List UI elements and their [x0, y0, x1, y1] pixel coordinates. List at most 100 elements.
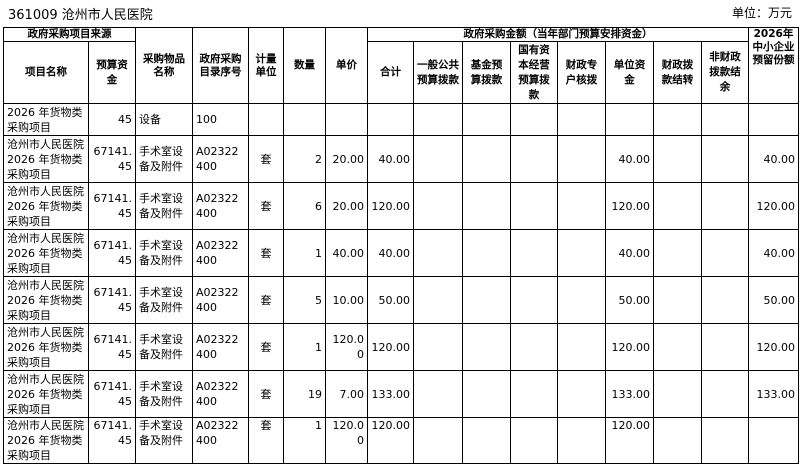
table-row: 沧州市人民医院2026 年货物类采购项目 67141.45 手术室设备及附件 A023…	[3, 370, 799, 418]
table-cell	[413, 323, 463, 371]
table-cell: 20.00	[325, 135, 368, 183]
table-cell	[413, 182, 463, 230]
table-cell	[413, 135, 463, 183]
col-header: 非财政拨款结余	[701, 41, 749, 104]
table-cell: A02322400	[192, 323, 249, 371]
table-cell	[605, 103, 654, 136]
table-cell	[557, 229, 606, 277]
table-row: 沧州市人民医院2026 年货物类采购项目 67141.45 手术室设备及附件 A023…	[3, 182, 799, 230]
table-cell	[510, 276, 558, 324]
header-group-amount: 政府采购金额（当年部门预算安排资金）	[367, 27, 749, 42]
table-cell: 133.00	[605, 370, 654, 418]
table-cell: 120.00	[367, 323, 414, 371]
table-cell: 40.00	[367, 229, 414, 277]
table-cell: 120.00	[748, 182, 799, 230]
table-row: 沧州市人民医院2026 年货物类采购项目 67141.45 手术室设备及附件 A023…	[3, 323, 799, 371]
table-cell	[462, 417, 511, 464]
table-cell: 沧州市人民医院2026 年货物类采购项目	[3, 417, 89, 464]
table-cell	[653, 323, 702, 371]
col-header: 预算资金	[88, 41, 136, 104]
table-cell: 设备	[135, 103, 193, 136]
table-cell	[653, 103, 702, 136]
table-cell: 67141.45	[88, 229, 136, 277]
table-cell	[413, 103, 463, 136]
table-cell: 40.00	[325, 229, 368, 277]
table-cell	[248, 103, 284, 136]
table-cell	[701, 323, 749, 371]
table-cell	[653, 135, 702, 183]
table-cell	[510, 103, 558, 136]
table-cell: 手术室设备及附件	[135, 229, 193, 277]
table-cell: 45	[88, 103, 136, 136]
table-cell	[653, 276, 702, 324]
table-row: 沧州市人民医院2026 年货物类采购项目 67141.45 手术室设备及附件 A023…	[3, 229, 799, 277]
table-cell	[413, 229, 463, 277]
table-cell: 手术室设备及附件	[135, 276, 193, 324]
table-cell: A02322400	[192, 182, 249, 230]
table-cell	[701, 370, 749, 418]
table-cell: 40.00	[748, 229, 799, 277]
table-cell: 120.00	[605, 417, 654, 464]
table-cell: 套	[248, 276, 284, 324]
table-cell: 1	[283, 323, 326, 371]
table-cell	[510, 417, 558, 464]
table-cell: 120.00	[325, 417, 368, 464]
table-cell: 133.00	[748, 370, 799, 418]
table-cell: 67141.45	[88, 370, 136, 418]
table-cell: 套	[248, 229, 284, 277]
table-cell	[748, 417, 799, 464]
table-cell: 50.00	[748, 276, 799, 324]
table-cell: 133.00	[367, 370, 414, 418]
table-row: 沧州市人民医院2026 年货物类采购项目 67141.45 手术室设备及附件 A023…	[3, 135, 799, 183]
table-cell: 套	[248, 323, 284, 371]
table-cell: 120.00	[605, 182, 654, 230]
table-cell: 67141.45	[88, 135, 136, 183]
table-cell	[413, 276, 463, 324]
col-header: 项目名称	[3, 41, 89, 104]
table-cell: 120.00	[748, 323, 799, 371]
table-cell: 套	[248, 182, 284, 230]
table-row: 沧州市人民医院2026 年货物类采购项目 67141.45 手术室设备及附件 A023…	[3, 417, 799, 464]
table-cell	[462, 103, 511, 136]
table-cell: 套	[248, 135, 284, 183]
table-cell: 19	[283, 370, 326, 418]
table-cell	[462, 135, 511, 183]
col-header: 政府采购目录序号	[192, 27, 249, 104]
procurement-table: 政府采购项目来源 采购物品名称 政府采购目录序号 计量单位 数量 单价 政府采购…	[3, 27, 799, 464]
table-cell: 2	[283, 135, 326, 183]
col-header: 2026年中小企业预留份额	[748, 27, 799, 104]
table-cell	[701, 135, 749, 183]
col-header: 数量	[283, 27, 326, 104]
table-cell: 120.00	[325, 323, 368, 371]
table-cell	[557, 370, 606, 418]
table-cell: 沧州市人民医院2026 年货物类采购项目	[3, 135, 89, 183]
col-header: 计量单位	[248, 27, 284, 104]
table-cell	[413, 417, 463, 464]
table-cell	[653, 370, 702, 418]
table-cell: 120.00	[605, 323, 654, 371]
col-header: 单位资金	[605, 41, 654, 104]
table-row: 沧州市人民医院2026 年货物类采购项目 67141.45 手术室设备及附件 A023…	[3, 276, 799, 324]
table-cell	[557, 135, 606, 183]
table-cell	[283, 103, 326, 136]
table-cell	[557, 103, 606, 136]
table-cell: 6	[283, 182, 326, 230]
table-cell: A02322400	[192, 229, 249, 277]
table-cell: 手术室设备及附件	[135, 182, 193, 230]
table-cell: 20.00	[325, 182, 368, 230]
col-header: 采购物品名称	[135, 27, 193, 104]
table-cell	[462, 229, 511, 277]
table-cell: 手术室设备及附件	[135, 370, 193, 418]
table-cell: 沧州市人民医院2026 年货物类采购项目	[3, 182, 89, 230]
table-cell	[701, 229, 749, 277]
table-cell	[462, 182, 511, 230]
unit-label: 单位：万元	[731, 6, 792, 20]
col-header: 国有资本经营预算拨款	[510, 41, 558, 104]
table-cell: 67141.45	[88, 182, 136, 230]
table-cell	[557, 417, 606, 464]
table-cell	[462, 276, 511, 324]
table-cell: 40.00	[605, 135, 654, 183]
table-cell: 沧州市人民医院2026 年货物类采购项目	[3, 276, 89, 324]
table-cell: 10.00	[325, 276, 368, 324]
col-header: 合计	[367, 41, 414, 104]
